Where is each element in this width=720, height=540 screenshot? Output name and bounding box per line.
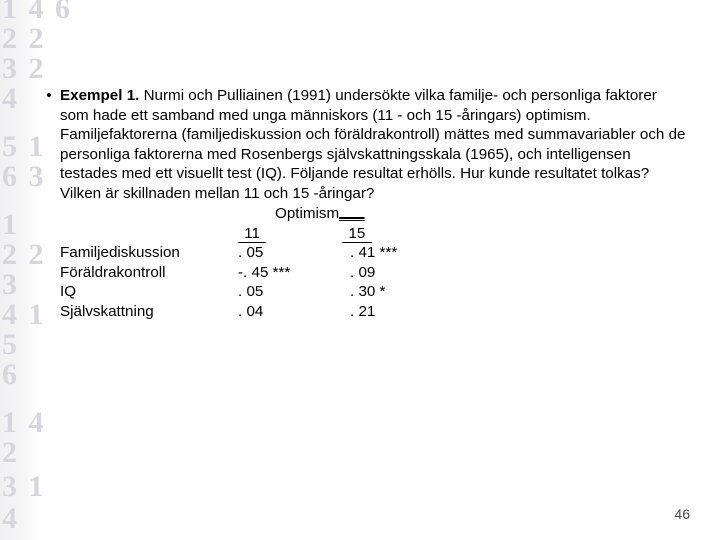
row-value-15: . 09 [350,263,397,283]
decorative-number: 4 [2,504,19,534]
decorative-number: 5 [2,330,19,360]
table-super-header-row: Optimism___ [60,204,686,224]
table-row: Familjediskussion. 05. 41 *** [60,243,397,263]
col-header-15-text: 15 [348,225,365,242]
table-row: Föräldrakontroll-. 45 ***. 09 [60,263,397,283]
super-header-underline: ___ [339,205,364,222]
col-header-11-text: 11 [244,225,260,242]
row-label: Självskattning [60,302,238,322]
row-value-15: . 41 *** [350,243,397,263]
decorative-number: 1 4 6 [2,0,72,24]
decorative-number: 3 [2,270,19,300]
row-value-15: . 21 [350,302,397,322]
row-label: IQ [60,282,238,302]
col-header-15: 15 [342,225,371,243]
paragraph-body: Nurmi och Pulliainen (1991) undersökte v… [60,87,685,202]
results-table: Familjediskussion. 05. 41 ***Föräldrakon… [60,243,397,321]
table-column-headers: 11 15 [60,224,686,244]
col-header-11: 11 [238,225,266,243]
super-header-text: Optimism [275,205,339,222]
decorative-number: 2 2 [2,24,46,54]
example-paragraph: Exempel 1. Nurmi och Pulliainen (1991) u… [60,86,686,203]
row-value-11: . 05 [238,282,350,302]
row-label: Familjediskussion [60,243,238,263]
decorative-number: 3 2 [2,54,46,84]
row-value-11: -. 45 *** [238,263,350,283]
bullet-item: • Exempel 1. Nurmi och Pulliainen (1991)… [38,86,686,203]
super-header: Optimism___ [267,204,364,224]
decorative-number: 3 1 [2,472,46,502]
example-label: Exempel 1. [60,87,139,104]
row-label: Föräldrakontroll [60,263,238,283]
table-row: Självskattning. 04. 21 [60,302,397,322]
results-block: Optimism___ 11 15 Familjediskussion. 05.… [60,204,686,321]
row-value-15: . 30 * [350,282,397,302]
decorative-number: 1 4 [2,408,46,438]
decorative-number: 2 [2,438,19,468]
decorative-number: 4 [2,84,19,114]
row-value-11: . 04 [238,302,350,322]
table-row: IQ. 05. 30 * [60,282,397,302]
decorative-number: 6 [2,360,19,390]
page-number: 46 [674,506,690,522]
bullet-glyph: • [38,86,60,106]
decorative-number: 1 [2,210,19,240]
row-value-11: . 05 [238,243,350,263]
slide-content: • Exempel 1. Nurmi och Pulliainen (1991)… [38,86,686,321]
